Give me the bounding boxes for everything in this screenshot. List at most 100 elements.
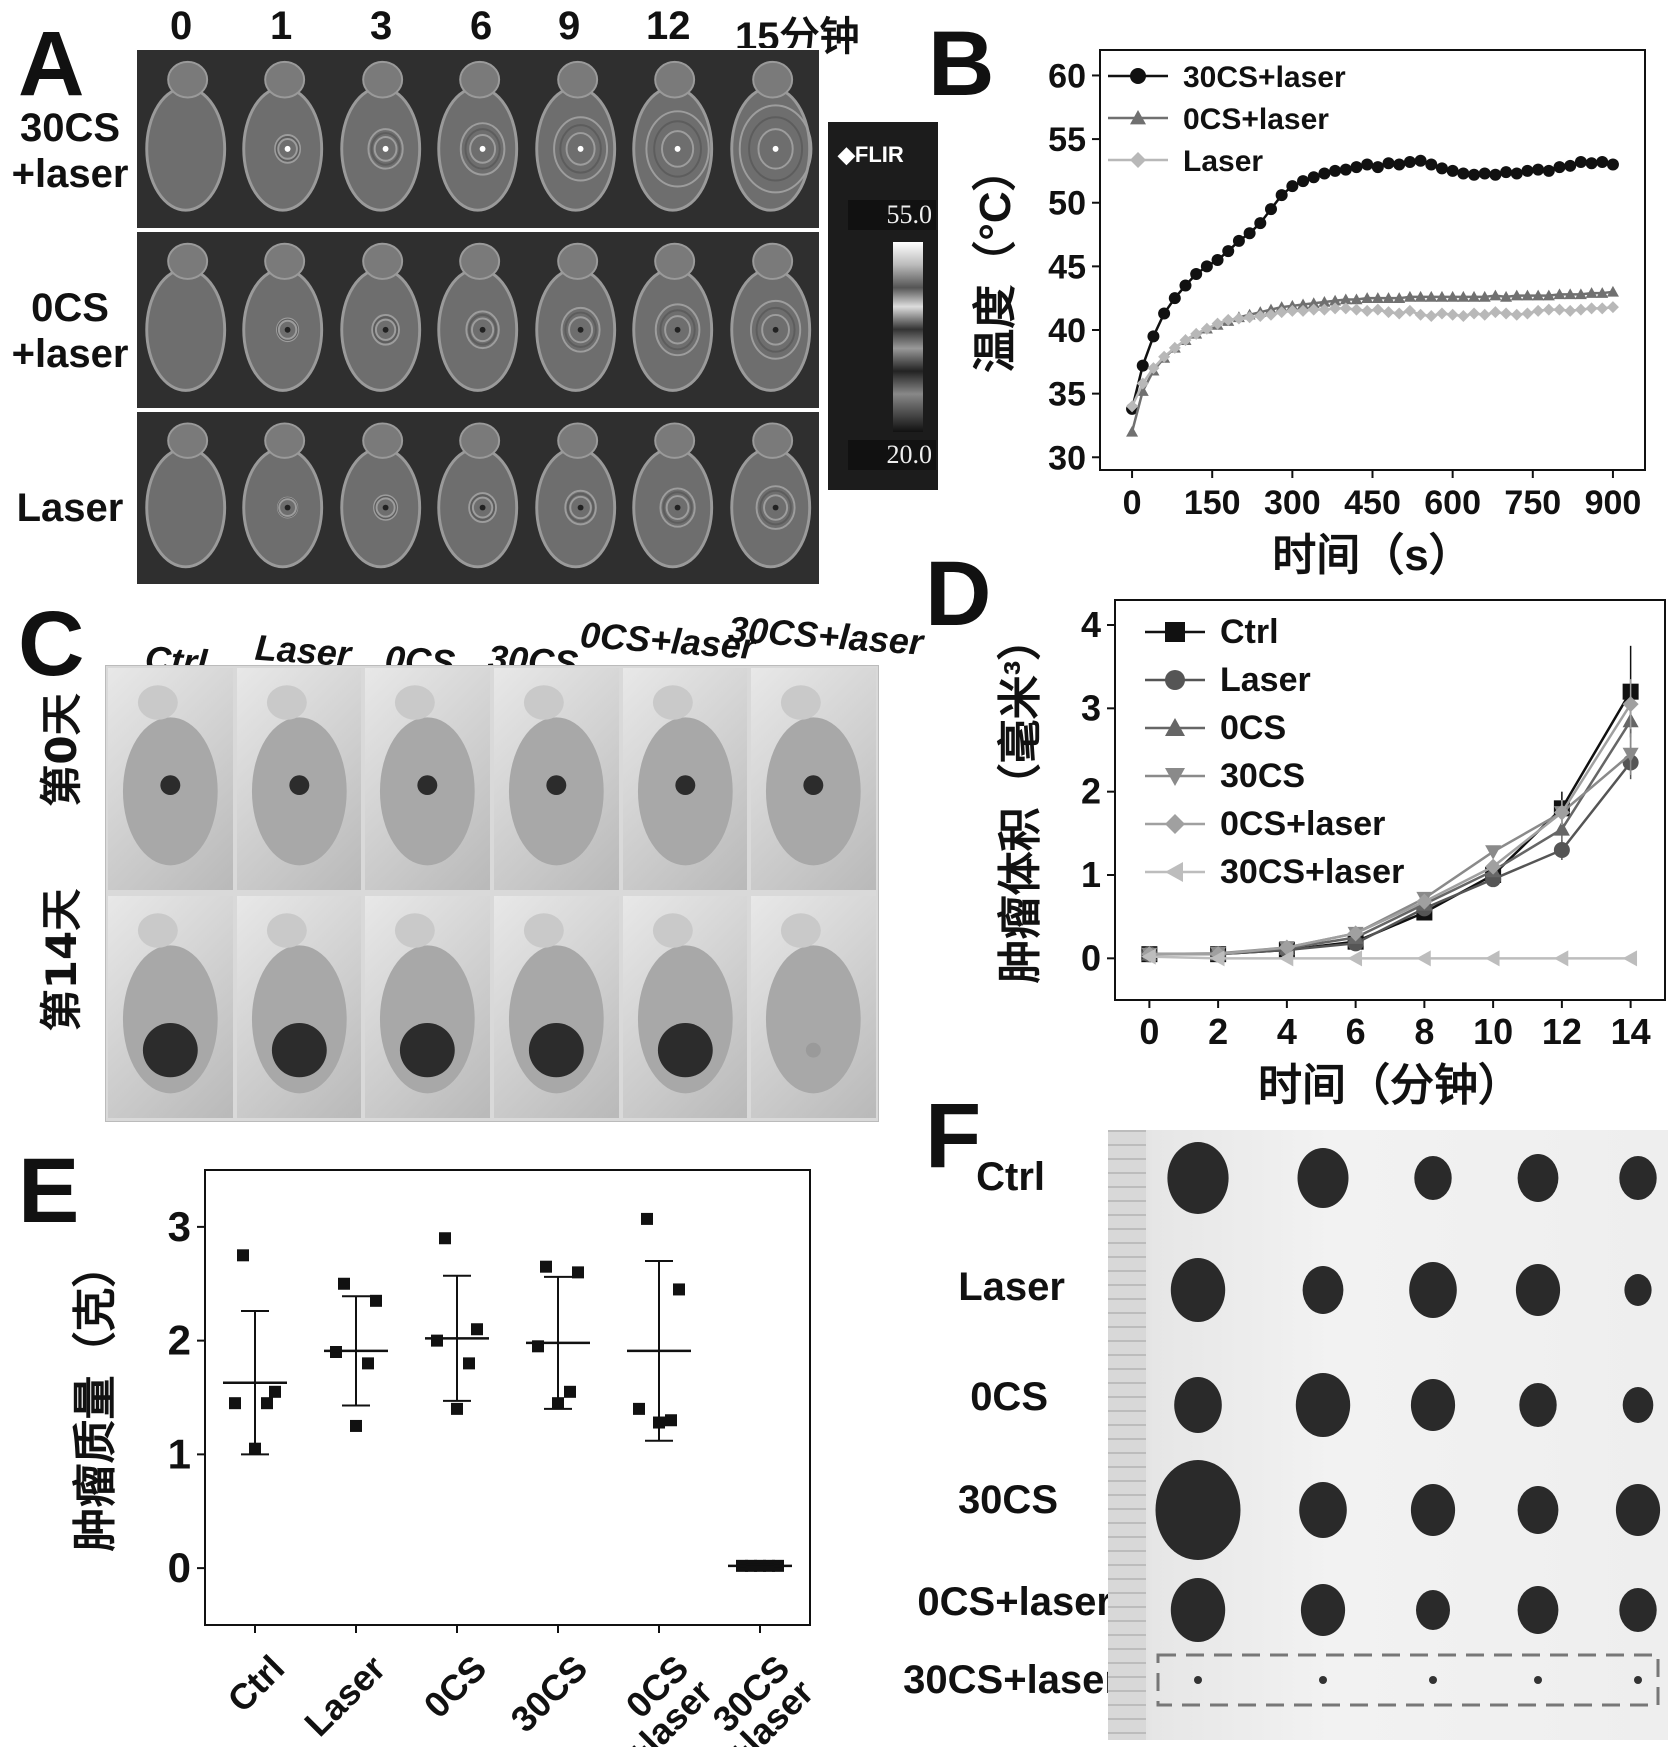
thermal-mouse-image: [722, 232, 819, 408]
mouse-figure: [122, 913, 218, 1094]
thermal-row-laser: [135, 410, 821, 586]
mouse-body: [340, 446, 421, 569]
data-point: [1574, 288, 1587, 300]
data-point: [1339, 293, 1352, 305]
x-tick-label: 4: [1277, 1011, 1297, 1052]
heat-ring: [661, 130, 695, 168]
data-point: [1179, 279, 1192, 292]
row-label-line1: 0CS: [31, 286, 109, 330]
data-point: [362, 1357, 374, 1370]
heat-ring: [278, 319, 298, 340]
mouse-photo: [108, 896, 233, 1118]
heat-ring: [564, 489, 597, 526]
heat-ring: [460, 122, 506, 176]
tumor: [528, 1023, 584, 1078]
data-point: [1585, 157, 1598, 170]
y-tick-label: 0: [1081, 937, 1101, 978]
tumor-specimen: [1174, 1377, 1222, 1433]
heat-ring: [762, 494, 788, 521]
data-point: [1574, 156, 1587, 168]
heat-spot: [772, 504, 779, 511]
heat-ring: [659, 487, 696, 528]
ruler: [1108, 1130, 1146, 1740]
x-axis-title: 时间（分钟）: [1258, 1061, 1522, 1110]
thermal-mouse-image: [429, 50, 526, 228]
heat-ring: [662, 491, 693, 524]
x-tick-label-line: Ctrl: [219, 1647, 292, 1720]
data-point: [1307, 171, 1320, 184]
tumor-specimen: [1416, 1590, 1450, 1630]
mouse-figure: [380, 913, 476, 1094]
data-point: [1606, 301, 1619, 314]
data-point: [1200, 322, 1213, 335]
tiny-tumor: [1429, 1676, 1437, 1684]
panel-letter-a: A: [18, 13, 85, 115]
heat-spot: [577, 145, 584, 152]
legend-label: Laser: [1183, 145, 1263, 178]
heat-spot: [479, 326, 486, 333]
data-point: [471, 1323, 483, 1336]
heat-ring: [552, 116, 608, 182]
mouse-body: [534, 86, 616, 212]
data-point: [451, 1402, 463, 1415]
heat-spot: [674, 326, 681, 333]
data-point: [1347, 925, 1364, 942]
colorbar-min-label: 20.0: [848, 440, 936, 470]
time-header-9: 9: [558, 4, 581, 48]
heat-spot: [479, 145, 486, 152]
thermal-mouse-image: [137, 412, 234, 584]
data-point: [1510, 289, 1523, 301]
data-point: [1478, 290, 1491, 302]
data-point: [1596, 302, 1609, 315]
mouse-ear: [395, 913, 436, 948]
data-point: [1222, 313, 1235, 326]
mouse-photo: [751, 896, 876, 1118]
legend-label: 0CS: [1220, 709, 1286, 747]
data-point: [1478, 308, 1491, 321]
data-point: [1393, 158, 1406, 171]
data-point: [1425, 310, 1438, 322]
mouse-ear: [137, 685, 178, 720]
data-point: [1190, 268, 1203, 280]
mouse-figure: [508, 685, 604, 866]
mouse-head: [751, 60, 793, 99]
data-point: [1361, 292, 1374, 303]
x-tick-label: Ctrl: [219, 1647, 292, 1720]
mouse-silhouette: [145, 242, 227, 392]
panel-letter-d: D: [925, 543, 992, 645]
tumor: [417, 775, 438, 796]
x-tick-label: 0: [1139, 1011, 1159, 1052]
data-point: [1168, 341, 1181, 354]
thermal-mouse-image: [234, 232, 331, 408]
mouse-body: [437, 446, 519, 569]
data-point: [1521, 289, 1534, 301]
heat-ring: [559, 124, 602, 174]
heat-ring: [371, 313, 400, 346]
data-point: [1264, 308, 1277, 321]
data-point: [1339, 302, 1352, 315]
data-point: [1382, 306, 1395, 319]
legend-label: Ctrl: [1220, 613, 1279, 651]
heat-ring: [760, 313, 790, 346]
heat-spot: [577, 326, 584, 333]
mouse-head: [459, 422, 501, 459]
tumor-specimen: [1619, 1588, 1657, 1632]
mouse-head: [167, 422, 209, 459]
tumor-specimen: [1517, 1586, 1559, 1634]
data-point: [1243, 227, 1256, 240]
data-point: [350, 1419, 362, 1432]
data-point: [1500, 307, 1513, 320]
data-point: [1553, 303, 1566, 316]
data-point: [1136, 385, 1149, 396]
data-point: [1347, 950, 1363, 967]
data-point: [1278, 950, 1294, 967]
data-point: [540, 1260, 552, 1273]
data-point: [1532, 163, 1545, 176]
tumor-specimen: [1155, 1460, 1241, 1560]
data-point: [1414, 290, 1427, 302]
panel-letter-b: B: [928, 13, 995, 115]
data-point: [1553, 804, 1570, 821]
y-tick-label: 2: [168, 1317, 191, 1364]
legend-marker: [1165, 814, 1185, 834]
legend-label: 30CS+laser: [1220, 853, 1404, 891]
